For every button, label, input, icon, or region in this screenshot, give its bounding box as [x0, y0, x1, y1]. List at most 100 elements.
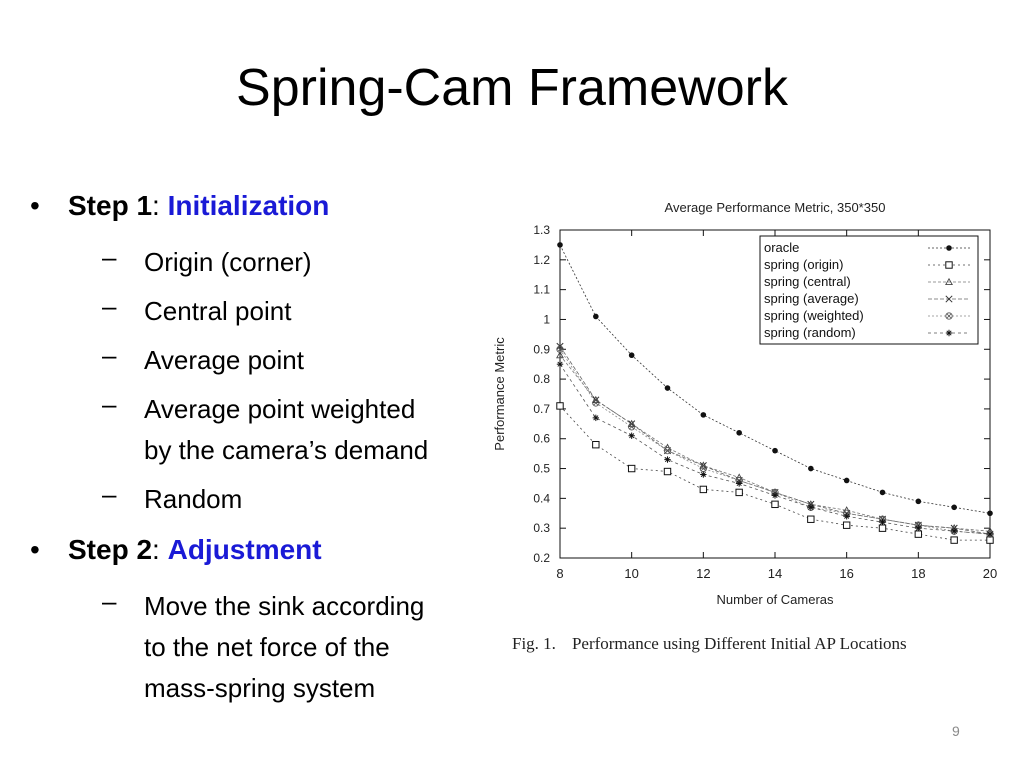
data-point: [986, 530, 994, 538]
y-tick-label: 0.7: [533, 402, 550, 416]
data-point: [556, 351, 564, 359]
legend-label: spring (weighted): [764, 308, 864, 323]
y-tick-label: 1.3: [533, 223, 550, 237]
y-tick-label: 0.4: [533, 491, 550, 505]
x-tick-label: 20: [983, 566, 997, 581]
data-point: [879, 489, 886, 496]
data-point: [987, 510, 993, 517]
chart-title: Average Performance Metric, 350*350: [665, 200, 886, 215]
data-point: [556, 345, 564, 353]
series-line-spring-origin: [559, 405, 990, 541]
data-point: [771, 492, 779, 499]
data-point: [699, 485, 708, 494]
y-tick-label: 1.1: [533, 283, 550, 297]
step-1-label: Step 1: [68, 190, 153, 221]
x-tick-label: 10: [624, 566, 638, 581]
x-tick-label: 14: [768, 566, 782, 581]
data-point: [772, 447, 778, 454]
step-2-value: Adjustment: [167, 534, 322, 565]
chart-svg: Average Performance Metric, 350*350 0.2 0.…: [492, 200, 997, 607]
dash-marker: –: [102, 389, 117, 419]
x-tick-label: 16: [839, 566, 853, 581]
data-point: [951, 504, 957, 511]
legend-label: spring (central): [764, 274, 851, 289]
performance-chart: Average Performance Metric, 350*350 0.2 0.…: [488, 190, 1008, 670]
data-point: [950, 536, 958, 544]
dash-marker: –: [102, 586, 117, 616]
dash-marker: –: [102, 291, 117, 321]
legend-marker: [946, 245, 952, 251]
bullet-dot: •: [30, 190, 40, 221]
data-point: [664, 385, 671, 391]
legend-marker: [945, 312, 953, 320]
bullet-dot: •: [30, 534, 40, 565]
data-point: [879, 519, 886, 526]
legend-label: spring (average): [764, 291, 859, 306]
data-point: [556, 402, 564, 410]
dash-marker: –: [102, 479, 117, 509]
data-point: [950, 527, 958, 535]
data-point: [807, 504, 815, 511]
data-point: [735, 480, 743, 487]
data-point: [915, 498, 922, 505]
data-point: [878, 524, 887, 532]
y-tick-label: 0.3: [533, 521, 550, 535]
data-point: [808, 465, 814, 472]
sub-item-line: by the camera’s demand: [144, 435, 429, 465]
x-tick-label: 12: [696, 566, 710, 581]
dash-marker: –: [102, 340, 117, 370]
data-point: [807, 515, 815, 523]
sub-item-line: Central point: [144, 296, 292, 326]
data-point: [592, 399, 600, 407]
y-tick-label: 1: [543, 312, 550, 326]
data-point: [736, 429, 742, 436]
legend-label: oracle: [764, 240, 799, 255]
data-point: [627, 464, 636, 473]
data-point: [663, 447, 672, 455]
legend-marker: [945, 277, 953, 286]
legend-marker: [945, 261, 953, 269]
legend-label: spring (random): [764, 325, 856, 340]
step-2-label: Step 2: [68, 534, 153, 565]
data-point: [556, 360, 564, 368]
caption-text: Performance using Different Initial AP L…: [571, 634, 907, 653]
step-2-separator: :: [152, 534, 160, 565]
sub-item-line: Move the sink according: [144, 591, 425, 621]
legend-box: [759, 235, 979, 345]
data-point: [592, 440, 600, 449]
legend-marker: [945, 295, 953, 303]
data-point: [914, 530, 923, 538]
x-tick-label: 8: [556, 566, 563, 581]
page-number: 9: [952, 723, 960, 739]
y-tick-label: 0.5: [533, 462, 550, 476]
data-point: [842, 521, 851, 529]
sub-item-line: Average point: [144, 345, 304, 375]
sub-item-line: to the net force of the: [144, 632, 390, 662]
y-axis-label: Performance Metric: [492, 337, 507, 451]
data-point: [663, 467, 672, 476]
sub-item-line: Random: [144, 484, 243, 514]
x-axis-label: Number of Cameras: [716, 592, 834, 607]
data-point: [771, 500, 779, 509]
sub-item-line: mass-spring system: [144, 673, 376, 703]
data-point: [664, 456, 671, 463]
data-point: [628, 423, 636, 431]
y-tick-label: 1.2: [533, 253, 550, 267]
data-point: [843, 477, 850, 484]
data-point: [557, 242, 563, 248]
step-1-value: Initialization: [167, 190, 330, 221]
figure-caption: Fig. 1. Performance using Different Initi…: [512, 634, 907, 654]
data-point: [700, 412, 707, 418]
legend-label: spring (origin): [764, 257, 843, 272]
slide-title: Spring-Cam Framework: [236, 59, 788, 117]
data-point: [592, 414, 600, 422]
data-point: [628, 432, 635, 439]
data-point: [700, 471, 707, 478]
caption-label: Fig. 1.: [512, 634, 556, 653]
sub-item-line: Origin (corner): [144, 247, 312, 277]
y-tick-label: 0.2: [533, 551, 550, 565]
y-tick-label: 0.9: [533, 342, 550, 356]
step-1-separator: :: [152, 190, 160, 221]
data-point: [593, 313, 599, 320]
data-point: [843, 513, 850, 520]
